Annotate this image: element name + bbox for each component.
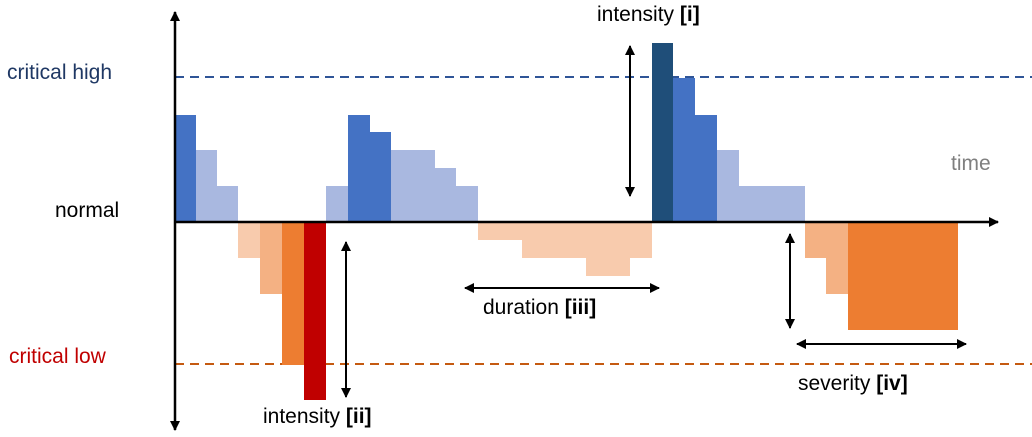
intensity-i-label: intensity [i] [597,3,700,27]
critical-high-label: critical high [7,61,113,84]
bar [478,222,522,240]
intensity-i-text: intensity [597,3,675,26]
duration-text: duration [483,296,559,319]
bar [848,222,958,330]
annotation-arrows [341,45,967,398]
intensity-ii-tag: [ii] [345,405,372,428]
bar [370,132,391,222]
bar [391,150,435,222]
duration-label: duration [iii] [483,296,596,320]
bar [260,222,282,294]
bar [522,222,586,258]
severity-label: severity [iv] [798,372,908,396]
bar [238,222,260,258]
bar [175,115,196,222]
bar-intensity-ii [304,222,326,400]
bar [717,150,739,222]
bar [805,222,826,258]
bar [326,186,348,222]
bar [630,222,652,258]
bar [217,186,238,222]
duration-tag: [iii] [564,296,597,319]
bar [586,222,630,276]
bar [826,222,848,294]
bar [196,150,217,222]
bar [739,186,805,222]
intensity-ii-label: intensity [ii] [263,405,372,429]
bar [456,186,478,222]
above-normal-bars [175,43,805,222]
severity-tag: [iv] [876,372,908,395]
below-normal-bars [238,222,958,400]
bar [282,222,304,365]
time-label: time [951,152,991,175]
bar [695,115,717,222]
bar [435,168,456,222]
bar-intensity-i [652,43,673,222]
critical-low-label: critical low [9,345,106,368]
normal-label: normal [55,199,120,222]
bar [348,115,370,222]
intensity-i-tag: [i] [679,3,700,26]
severity-text: severity [798,372,871,395]
bar [673,78,695,222]
intensity-ii-text: intensity [263,405,341,428]
